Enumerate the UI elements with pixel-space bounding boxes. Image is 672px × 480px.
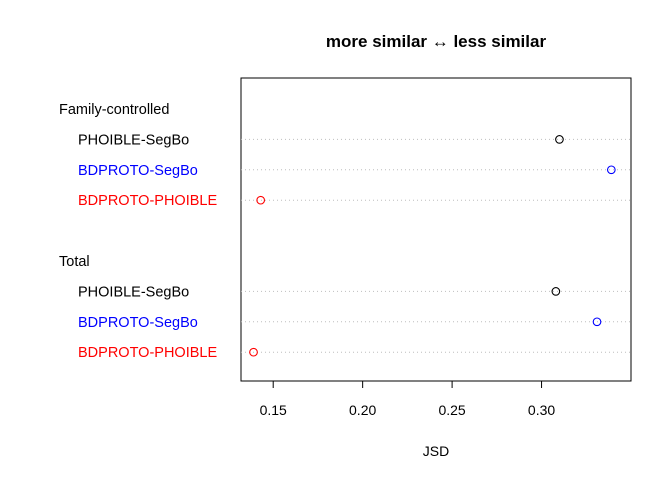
row-label: PHOIBLE-SegBo: [78, 284, 189, 300]
chart-title: more similar ↔ less similar: [326, 32, 547, 51]
data-point: [249, 347, 258, 357]
row-label: BDPROTO-SegBo: [78, 163, 198, 179]
data-point: [551, 287, 561, 296]
data-point: [592, 317, 602, 327]
plot-area-frame: [240, 77, 632, 382]
data-point: [256, 195, 266, 205]
group-label: Total: [59, 254, 90, 270]
x-tick-label: 0.15: [260, 402, 287, 418]
rows-layer: Family-controlled PHOIBLE-SegBo BDPROTO-Se…: [59, 102, 631, 361]
x-tick-label: 0.20: [349, 402, 376, 418]
row-label: PHOIBLE-SegBo: [78, 132, 189, 148]
data-point: [606, 165, 616, 175]
row-label: BDPROTO-PHOIBLE: [78, 345, 217, 361]
x-tick-label: 0.25: [438, 402, 465, 418]
row-label: BDPROTO-SegBo: [78, 315, 198, 331]
x-tick-label: 0.30: [528, 402, 555, 418]
data-point: [555, 135, 564, 144]
x-axis: 0.15 0.20 0.25 0.30: [260, 380, 555, 418]
x-axis-label: JSD: [423, 443, 449, 459]
group-label: Family-controlled: [59, 102, 169, 118]
row-label: BDPROTO-PHOIBLE: [78, 193, 217, 209]
